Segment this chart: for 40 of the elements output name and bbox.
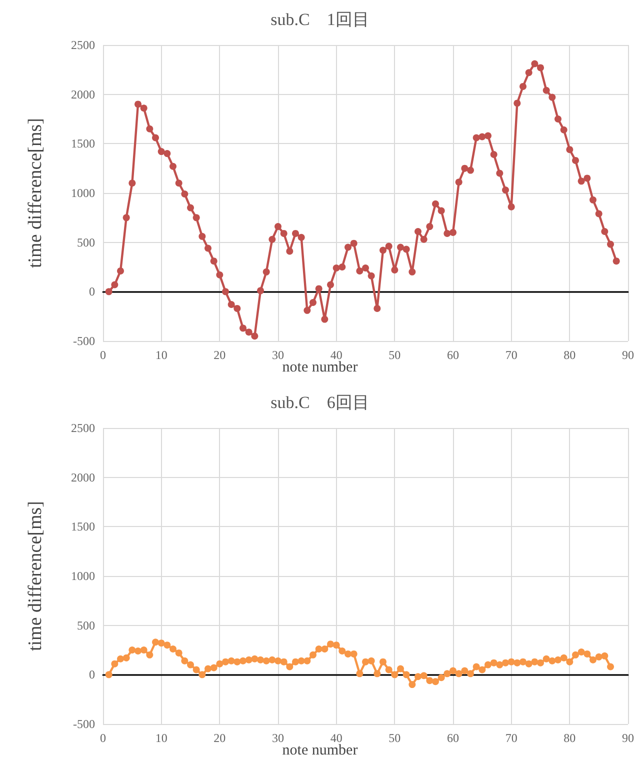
- x-tick-label: 70: [505, 348, 518, 362]
- x-tick-label: 80: [564, 731, 576, 745]
- y-tick-label: 1000: [71, 186, 95, 200]
- x-tick-label: 20: [214, 348, 226, 362]
- x-tick-label: 60: [447, 731, 459, 745]
- x-tick-label: 80: [564, 348, 576, 362]
- x-axis-title: note number: [282, 742, 358, 758]
- x-tick-label: 20: [214, 731, 226, 745]
- x-tick-label: 10: [155, 348, 168, 362]
- x-tick-label: 40: [330, 348, 342, 362]
- y-tick-label: 1500: [71, 520, 95, 534]
- x-tick-label: 30: [272, 348, 284, 362]
- y-axis-title: time difference[ms]: [25, 501, 46, 651]
- x-tick-label: 0: [100, 348, 106, 362]
- y-axis-title: time difference[ms]: [25, 118, 46, 268]
- y-tick-label: -500: [73, 334, 95, 348]
- y-tick-label: 0: [89, 668, 95, 682]
- y-tick-label: 500: [77, 618, 95, 632]
- x-tick-label: 50: [388, 348, 401, 362]
- y-tick-label: 0: [89, 284, 95, 299]
- y-tick-label: 500: [77, 235, 95, 250]
- y-tick-label: 1500: [71, 136, 95, 151]
- y-tick-label: 2000: [71, 87, 95, 102]
- x-tick-label: 90: [622, 348, 634, 362]
- y-tick-label: 2000: [71, 470, 95, 484]
- x-tick-label: 40: [330, 731, 342, 745]
- x-tick-label: 0: [100, 731, 106, 745]
- x-tick-label: 30: [272, 731, 284, 745]
- chart-title: sub.C 6回目: [270, 393, 370, 412]
- x-axis-title: note number: [282, 360, 358, 376]
- x-tick-label: 70: [505, 731, 518, 745]
- y-tick-label: 2500: [71, 38, 95, 52]
- x-tick-label: 10: [155, 731, 168, 745]
- x-tick-label: 60: [447, 348, 459, 362]
- x-tick-label: 50: [388, 731, 401, 745]
- chart-title: sub.C 1回目: [270, 10, 370, 29]
- x-tick-label: 90: [622, 731, 634, 745]
- y-tick-label: 2500: [71, 421, 95, 435]
- y-tick-label: 1000: [71, 569, 95, 583]
- y-tick-label: -500: [73, 717, 95, 731]
